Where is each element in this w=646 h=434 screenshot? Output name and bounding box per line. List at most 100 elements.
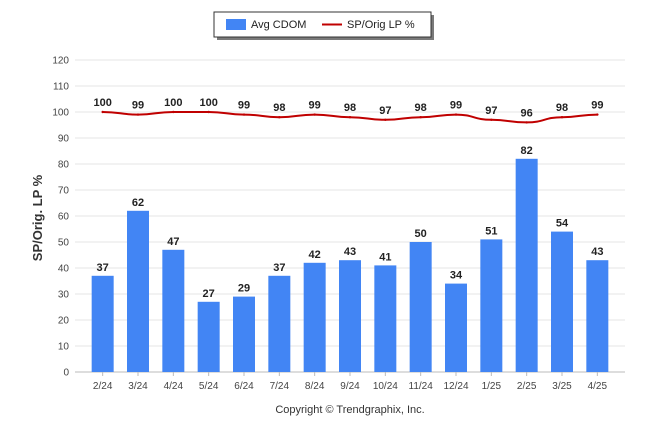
bar (409, 242, 432, 372)
y-tick-label: 50 (58, 238, 70, 249)
y-tick-label: 90 (58, 134, 70, 145)
data-labels: 37 62 47 27 29 37 42 43 41 50 34 51 82 54 43 100 99 100 10… (93, 97, 603, 300)
y-tick-label: 40 (58, 264, 70, 275)
bar (374, 265, 397, 372)
x-tick-label: 10/24 (373, 381, 398, 392)
legend-label-sp-orig-lp: SP/Orig LP % (347, 19, 415, 31)
bar (233, 296, 255, 372)
bar-value-label: 29 (238, 283, 250, 295)
bar-value-label: 51 (485, 225, 497, 237)
bar-value-label: 62 (132, 197, 144, 209)
bar-value-label: 47 (167, 236, 179, 248)
y-axis-ticks: 0 10 20 30 40 50 60 70 80 90 100 110 120 (52, 56, 69, 379)
line-point (278, 116, 281, 119)
x-axis-ticks: 2/24 3/24 4/24 5/24 6/24 7/24 8/24 9/24 10/24 11/… (93, 372, 608, 392)
bar-value-label: 37 (97, 262, 109, 274)
line-point (136, 113, 140, 116)
line-point (596, 113, 599, 116)
x-tick-label: 4/24 (164, 381, 184, 392)
copyright-footer: Copyright © Trendgraphix, Inc. (275, 404, 424, 416)
line-value-label: 98 (344, 102, 356, 114)
line-value-label: 98 (273, 102, 285, 114)
bar (303, 262, 326, 372)
line-point (560, 116, 564, 119)
line-point (101, 110, 104, 114)
line-point (490, 118, 493, 122)
x-tick-label: 11/24 (409, 381, 434, 392)
bar (480, 239, 503, 372)
legend-label-avg-cdom: Avg CDOM (251, 19, 306, 31)
bar-value-label: 82 (521, 145, 533, 157)
bars (91, 158, 609, 372)
x-tick-label: 3/24 (128, 381, 148, 392)
line-value-label: 100 (93, 97, 111, 109)
x-tick-label: 2/24 (93, 381, 113, 392)
y-tick-label: 10 (58, 342, 70, 353)
line-value-label: 99 (132, 100, 144, 112)
line-value-label: 99 (238, 100, 250, 112)
line-point (172, 110, 175, 114)
y-tick-label: 100 (52, 108, 69, 119)
y-tick-label: 20 (58, 316, 70, 327)
x-tick-label: 8/24 (305, 381, 325, 392)
x-tick-label: 5/24 (199, 381, 219, 392)
bar-value-label: 54 (556, 218, 569, 230)
bar (197, 301, 220, 372)
bar (162, 249, 185, 372)
y-tick-label: 0 (63, 368, 69, 379)
bar-value-label: 43 (591, 246, 603, 258)
bar (515, 158, 538, 372)
bar-value-label: 27 (203, 288, 215, 300)
legend-bar-swatch (226, 19, 246, 30)
line-point (242, 113, 246, 116)
bar-value-label: 43 (344, 246, 356, 258)
line-value-label: 99 (591, 100, 603, 112)
line-value-label: 98 (415, 102, 427, 114)
line-value-label: 97 (379, 105, 391, 117)
y-tick-label: 110 (53, 82, 69, 93)
bar-value-label: 42 (309, 249, 321, 261)
line-point (454, 113, 458, 116)
line-value-label: 100 (164, 97, 182, 109)
y-tick-label: 80 (58, 160, 70, 171)
x-tick-label: 2/25 (517, 381, 537, 392)
line-point (313, 113, 316, 116)
line-point (348, 116, 352, 119)
line-value-label: 100 (199, 97, 217, 109)
bar-value-label: 50 (415, 228, 427, 240)
legend: Avg CDOM SP/Orig LP % (213, 11, 434, 40)
bar-value-label: 34 (450, 270, 463, 282)
y-axis-label: SP/Orig. LP % (30, 174, 45, 261)
x-tick-label: 7/24 (270, 381, 290, 392)
line-value-label: 98 (556, 102, 568, 114)
line-value-label: 99 (309, 100, 321, 112)
x-tick-label: 1/25 (482, 381, 502, 392)
y-tick-label: 60 (58, 212, 70, 223)
line-point (419, 116, 422, 119)
bar (551, 231, 573, 372)
line-value-label: 97 (485, 105, 497, 117)
bar (586, 260, 609, 372)
line-point (525, 121, 528, 124)
line-point (207, 110, 210, 114)
y-tick-label: 120 (52, 56, 69, 67)
line-value-label: 96 (521, 107, 533, 119)
bar (339, 260, 361, 372)
line-point (384, 118, 387, 122)
x-tick-label: 9/24 (340, 381, 360, 392)
bar (268, 275, 291, 372)
bar-value-label: 41 (379, 251, 391, 263)
x-tick-label: 6/24 (234, 381, 254, 392)
bar-value-label: 37 (273, 262, 285, 274)
y-tick-label: 70 (58, 186, 70, 197)
x-tick-label: 3/25 (552, 381, 572, 392)
y-tick-label: 30 (58, 290, 70, 301)
bar (127, 210, 149, 372)
line-value-label: 99 (450, 100, 462, 112)
x-tick-label: 12/24 (443, 381, 468, 392)
line-series (101, 110, 599, 124)
bar (91, 275, 114, 372)
x-tick-label: 4/25 (588, 381, 608, 392)
bar (445, 283, 467, 372)
